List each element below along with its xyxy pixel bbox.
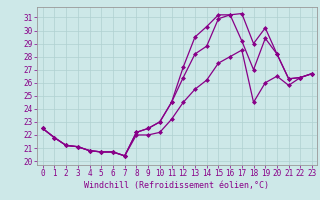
X-axis label: Windchill (Refroidissement éolien,°C): Windchill (Refroidissement éolien,°C) <box>84 181 269 190</box>
